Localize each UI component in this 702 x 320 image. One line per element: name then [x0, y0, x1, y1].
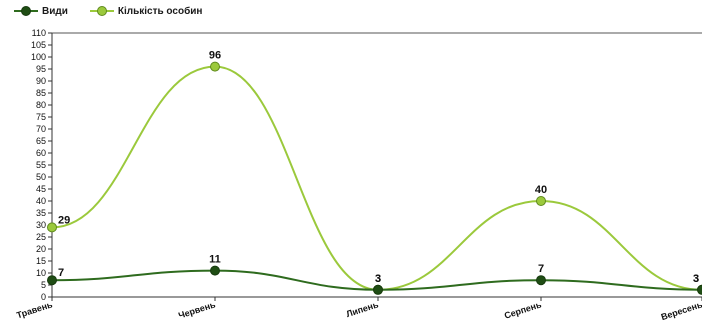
data-point[interactable] [536, 275, 546, 286]
y-tick-label: 25 [36, 232, 46, 242]
data-point[interactable] [210, 265, 220, 276]
x-category-label: Липень [345, 299, 380, 319]
y-tick-label: 40 [36, 196, 46, 206]
data-label: 96 [209, 50, 221, 62]
y-tick-label: 45 [36, 184, 46, 194]
legend-item-individuals[interactable]: Кількість особин [89, 5, 203, 17]
x-category-label: Червень [177, 299, 217, 320]
y-tick-label: 30 [36, 220, 46, 230]
y-tick-label: 85 [36, 88, 46, 98]
y-tick-label: 70 [36, 124, 46, 134]
y-tick-label: 110 [32, 28, 46, 38]
y-tick-label: 100 [31, 52, 46, 62]
y-tick-label: 80 [36, 100, 46, 110]
data-label: 3 [375, 273, 381, 285]
data-label: 40 [535, 184, 547, 196]
y-tick-label: 0 [41, 292, 46, 302]
data-label: 7 [538, 263, 544, 275]
x-category-label: Травень [15, 299, 54, 320]
legend-label-species: Види [42, 5, 68, 17]
data-label: 7 [58, 267, 64, 279]
data-point[interactable] [47, 275, 57, 286]
y-tick-label: 75 [36, 112, 46, 122]
legend-label-individuals: Кількість особин [117, 5, 203, 17]
data-label: 3 [375, 273, 381, 285]
data-label: 29 [58, 214, 70, 226]
y-tick-label: 10 [36, 268, 46, 278]
data-label: 3 [693, 273, 699, 285]
x-category-label: Серпень [503, 299, 543, 320]
y-tick-label: 65 [36, 136, 46, 146]
data-point[interactable] [373, 284, 383, 295]
y-tick-label: 15 [36, 256, 46, 266]
chart-legend: Види Кількість особин [14, 3, 224, 19]
y-tick-label: 95 [36, 64, 46, 74]
y-tick-label: 50 [36, 172, 46, 182]
data-point[interactable] [536, 196, 546, 206]
data-point[interactable] [210, 61, 220, 72]
series-line-1 [51, 65, 702, 291]
legend-marker-species-icon [14, 6, 38, 16]
data-label: 3 [693, 273, 699, 285]
legend-item-species[interactable]: Види [14, 6, 68, 17]
y-tick-label: 60 [36, 148, 46, 158]
x-category-label: Вересень [660, 299, 702, 320]
data-label: 11 [209, 254, 221, 266]
data-point[interactable] [47, 222, 57, 233]
y-tick-label: 5 [41, 280, 46, 290]
y-tick-label: 20 [36, 244, 46, 254]
y-tick-label: 55 [36, 160, 46, 170]
data-point[interactable] [697, 284, 702, 295]
y-tick-label: 90 [36, 76, 46, 86]
y-tick-label: 35 [36, 208, 46, 218]
y-tick-label: 105 [31, 40, 46, 50]
legend-marker-individuals-icon [89, 6, 114, 16]
